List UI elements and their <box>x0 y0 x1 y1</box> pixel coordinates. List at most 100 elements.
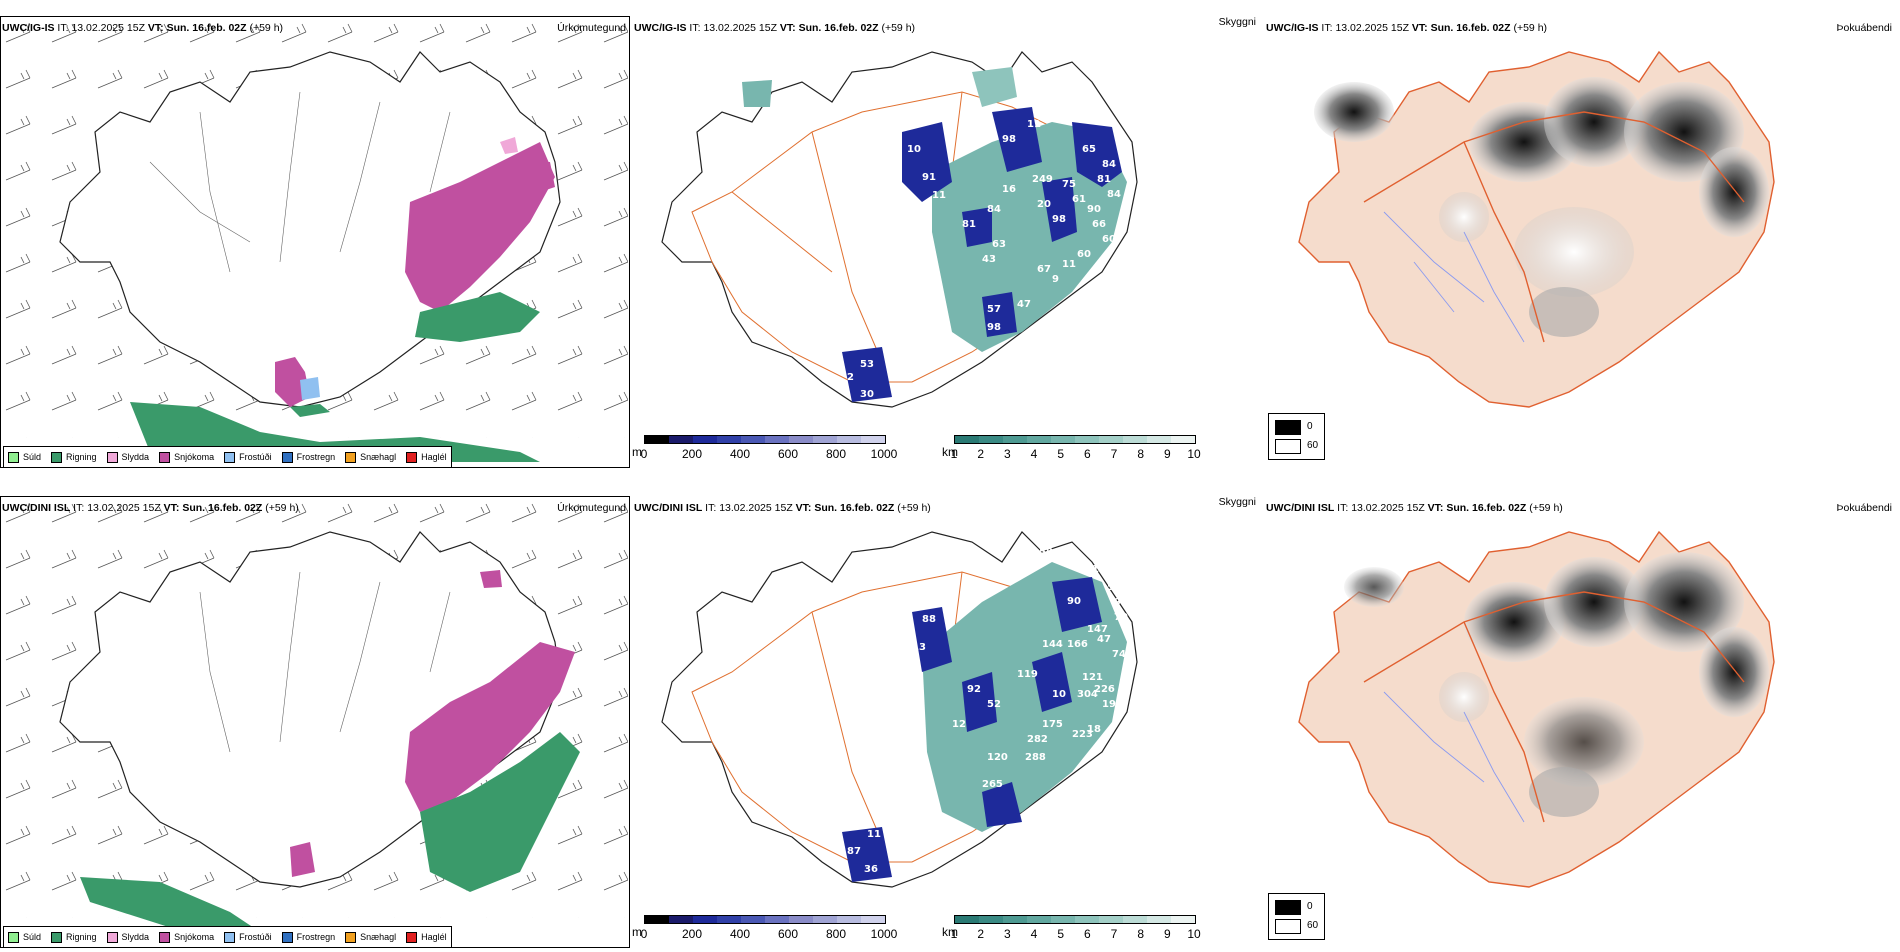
svg-text:2: 2 <box>847 372 854 383</box>
lead-time: (+59 h) <box>249 22 284 34</box>
visibility-teal <box>742 67 1127 352</box>
elevation-colorbar: m 0 200 400 600 800 1000 <box>632 435 942 461</box>
swatch <box>106 451 118 463</box>
visibility-colorbar: km 1 2 3 4 5 6 7 8 9 10 <box>942 435 1242 461</box>
colorbar-tick-label: 10 <box>1187 927 1201 941</box>
svg-text:52: 52 <box>987 699 1001 710</box>
swatch <box>159 931 171 943</box>
svg-text:57: 57 <box>987 304 1001 315</box>
svg-text:90: 90 <box>1087 204 1101 215</box>
visibility-panel-top: 10 91 11 98 11 65 84 81 84 90 61 66 60 7… <box>632 12 1264 472</box>
panel-header: UWC/DINI ISL IT: 13.02.2025 15Z VT: Sun.… <box>2 502 299 514</box>
colorbar-tick-label: 7 <box>1110 927 1118 941</box>
panel-type-label: Úrkomutegund <box>557 502 626 514</box>
svg-text:191: 191 <box>1102 699 1123 710</box>
top-row: UWC/IG-IS IT: 13.02.2025 15Z VT: Sun. 16… <box>0 12 1900 472</box>
colorbar-segment <box>693 916 717 923</box>
swatch <box>345 451 357 463</box>
legend-item-frostregn: Frostregn <box>281 451 335 463</box>
init-time: 13.02.2025 15Z <box>87 502 161 514</box>
precip-type-panel-top: UWC/IG-IS IT: 13.02.2025 15Z VT: Sun. 16… <box>0 12 632 472</box>
swatch <box>8 451 19 463</box>
roads <box>1363 591 1745 823</box>
colorbar-tick-label: 0 <box>640 447 648 461</box>
colorbar-tick-label: 200 <box>681 927 703 941</box>
it-label: IT: <box>705 502 717 514</box>
colorbar-ticks: 1 2 3 4 5 6 7 8 9 10 <box>950 927 1234 941</box>
colorbar-tick-label: 1 <box>950 927 958 941</box>
svg-text:87: 87 <box>847 846 861 857</box>
low-visibility-areas <box>842 107 1122 402</box>
colorbar-tick-label: 5 <box>1057 927 1064 941</box>
svg-text:12: 12 <box>952 719 966 730</box>
model-name: UWC/IG-IS <box>634 22 687 34</box>
legend-item-sudl: Súld <box>8 451 41 463</box>
svg-text:282: 282 <box>1027 734 1048 745</box>
panel-header: UWC/IG-IS IT: 13.02.2025 15Z VT: Sun. 16… <box>1266 22 1547 34</box>
colorbar-ticks: 1 2 3 4 5 6 7 8 9 10 <box>951 447 1234 461</box>
colorbar-tick-label: 7 <box>1110 447 1118 461</box>
svg-text:98: 98 <box>987 322 1001 333</box>
svg-text:65: 65 <box>1082 144 1096 155</box>
model-name: UWC/IG-IS <box>2 22 55 34</box>
fog-label-60: 60 <box>1307 920 1319 931</box>
init-time: 13.02.2025 15Z <box>1351 502 1425 514</box>
colorbar-tick-label: 4 <box>1030 447 1038 461</box>
rivers <box>1383 691 1525 823</box>
colorbar-segment <box>1123 916 1147 923</box>
panel-type-label: Skyggni <box>1218 16 1256 28</box>
svg-text:11: 11 <box>1062 259 1076 270</box>
fog-panel-top: UWC/IG-IS IT: 13.02.2025 15Z VT: Sun. 16… <box>1264 12 1900 472</box>
legend-item-snaehagl: Snæhagl <box>345 451 396 463</box>
svg-text:84: 84 <box>987 204 1001 215</box>
snow-area <box>290 570 575 877</box>
rivers <box>1383 211 1525 343</box>
colorbar-segment <box>669 436 693 443</box>
colorbar-segments <box>954 915 1196 924</box>
svg-text:156: 156 <box>1037 534 1058 545</box>
vt-label: VT: <box>163 502 180 514</box>
it-label: IT: <box>689 22 701 34</box>
svg-text:11: 11 <box>1027 119 1041 130</box>
legend-item-haglel: Haglél <box>406 931 447 943</box>
swatch <box>8 931 19 943</box>
svg-text:47: 47 <box>1097 634 1111 645</box>
lead-time: (+59 h) <box>897 502 931 514</box>
fog-panel-bottom: UWC/DINI ISL IT: 13.02.2025 15Z VT: Sun.… <box>1264 492 1900 952</box>
colorbar-segment <box>955 916 979 923</box>
legend-item-slydda: Slydda <box>106 451 149 463</box>
svg-text:61: 61 <box>1072 194 1086 205</box>
visibility-map-top: 10 91 11 98 11 65 84 81 84 90 61 66 60 7… <box>661 51 1138 408</box>
colorbar-segment <box>1099 436 1123 443</box>
legend-item-frostregn: Frostregn <box>281 931 335 943</box>
model-name: UWC/DINI ISL <box>1266 502 1335 514</box>
colorbar-unit: km <box>942 925 958 939</box>
legend-item-rigning: Rigning <box>51 931 97 943</box>
visibility-teal <box>922 562 1127 832</box>
colorbar-segment <box>837 436 861 443</box>
fog-map-bottom <box>1298 530 1775 888</box>
fog-swatch-0 <box>1275 420 1301 435</box>
colorbar-ticks: 0 200 400 600 800 1000 <box>641 927 934 941</box>
colorbar-segment <box>979 916 1003 923</box>
svg-text:13: 13 <box>912 642 926 653</box>
panel-type-label: Úrkomutegund <box>557 22 626 34</box>
colorbar-segment <box>1051 436 1075 443</box>
init-time: 13.02.2025 15Z <box>71 22 145 34</box>
colorbar-segment <box>789 916 813 923</box>
swatch <box>345 931 357 943</box>
swatch <box>51 931 63 943</box>
init-time: 13.02.2025 15Z <box>703 22 777 34</box>
colorbar-segment <box>645 916 669 923</box>
svg-text:88: 88 <box>922 614 936 625</box>
it-label: IT: <box>1337 502 1349 514</box>
colorbar-tick-label: 3 <box>1003 447 1011 461</box>
panel-type-label: Þokuábendi <box>1836 502 1892 514</box>
colorbar-tick-label: 6 <box>1083 447 1091 461</box>
low-visibility-areas <box>842 577 1102 882</box>
fog-swatch-0 <box>1275 900 1301 915</box>
swatch <box>159 451 171 463</box>
svg-text:120: 120 <box>987 752 1008 763</box>
colorbar-tick-label: 10 <box>1187 447 1201 461</box>
fog-label-0: 0 <box>1307 901 1313 912</box>
